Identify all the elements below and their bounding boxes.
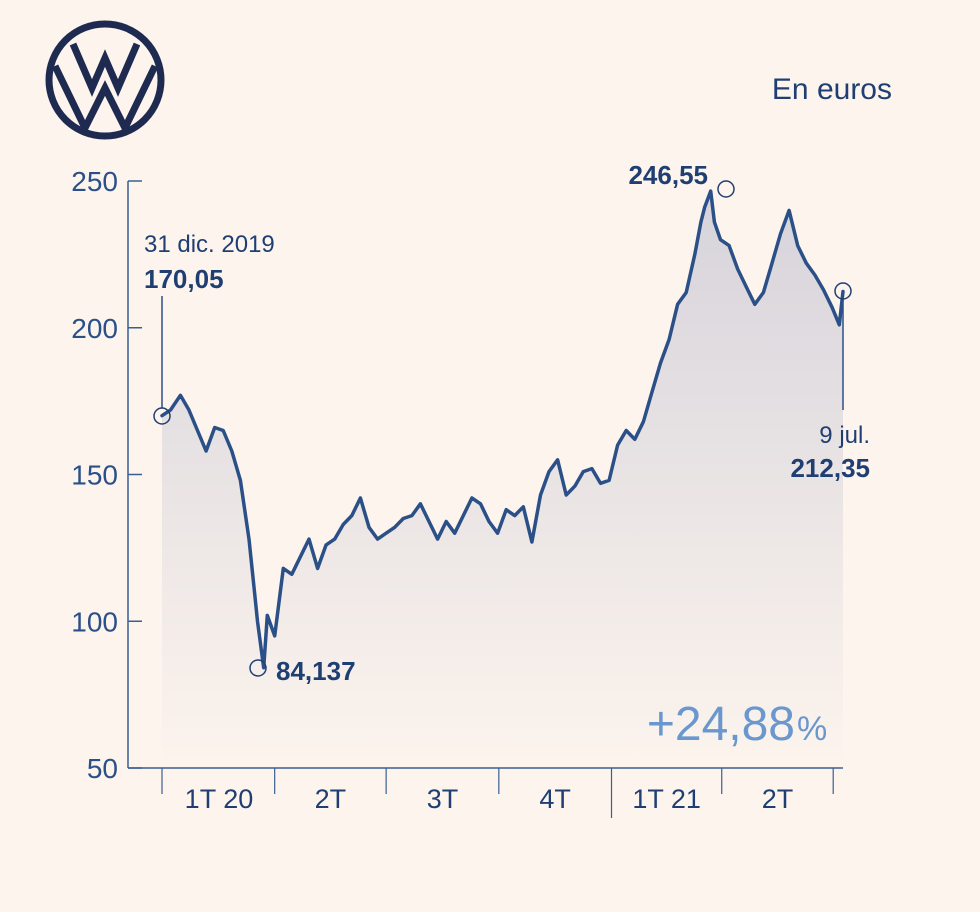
min-marker [249,659,267,677]
y-tick-label: 250 [71,166,118,197]
start-marker [153,407,171,425]
y-tick-label: 150 [71,460,118,491]
x-tick-label: 1T 21 [632,784,701,814]
max-marker [717,180,735,198]
end-value-label: 212,35 [790,453,870,483]
price-line-layer [160,189,845,670]
vw-logo-icon [45,20,165,140]
unit-label: En euros [772,73,892,106]
y-tick-label: 100 [71,606,118,637]
start-annotation: 31 dic. 2019 170,05 [144,231,275,425]
price-line [160,189,845,670]
x-tick-label: 2T [315,784,347,814]
change-percent-sign: % [797,710,827,748]
x-tick-label: 1T 20 [185,784,254,814]
start-value-label: 170,05 [144,264,224,294]
min-value-label: 84,137 [276,656,356,686]
axes: 250 200 150 100 50 1T 20 2T 3T 4T 1T 21 2T [71,166,843,818]
end-marker [834,282,852,300]
max-annotation: 246,55 [628,160,735,198]
area-fill-layer [162,191,843,769]
y-tick-label: 200 [71,313,118,344]
end-annotation: 9 jul. 212,35 [790,282,870,483]
min-annotation: 84,137 [249,656,356,686]
y-tick-label: 50 [87,753,118,784]
x-tick-label: 3T [427,784,459,814]
max-value-label: 246,55 [628,160,708,190]
change-value: +24,88 [647,698,795,751]
area-fill [162,191,843,769]
end-date-label: 9 jul. [819,422,870,449]
x-tick-label: 4T [539,784,571,814]
start-date-label: 31 dic. 2019 [144,231,275,258]
x-tick-label: 2T [762,784,794,814]
